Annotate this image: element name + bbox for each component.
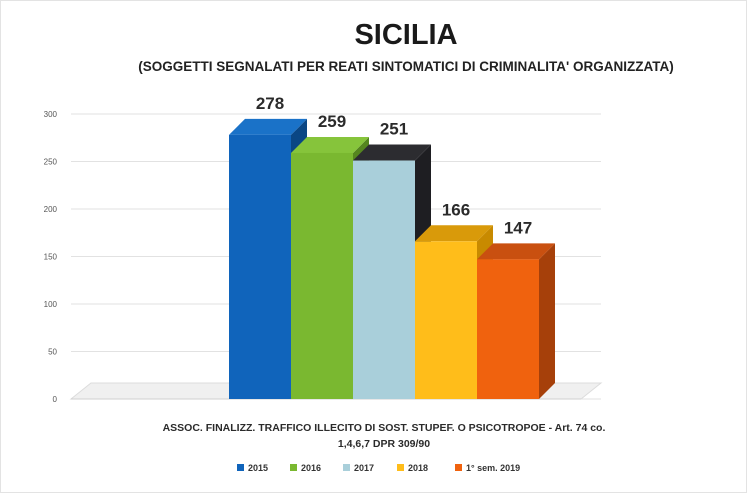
y-tick-label: 200 (44, 205, 58, 214)
category-label-line-1: ASSOC. FINALIZZ. TRAFFICO ILLECITO DI SO… (163, 422, 606, 434)
legend-label: 2017 (354, 463, 374, 473)
bar-front (291, 152, 353, 399)
chart-title: SICILIA (354, 19, 457, 51)
chart-subtitle: (SOGGETTI SEGNALATI PER REATI SINTOMATIC… (138, 59, 673, 74)
legend: 2015 2016 2017 2018 1° sem. 2019 (237, 463, 520, 473)
bar-top (353, 144, 431, 161)
bar-front (415, 241, 477, 399)
bar-side (539, 243, 555, 399)
bars (229, 118, 555, 400)
legend-item: 2015 (237, 463, 268, 473)
bar-top (415, 225, 493, 242)
data-label: 147 (504, 218, 532, 237)
bar-front (477, 259, 539, 399)
y-axis: 0 50 100 150 200 250 300 (44, 110, 58, 404)
y-tick-label: 300 (44, 110, 58, 119)
legend-swatch (397, 464, 404, 471)
bar-front (353, 160, 415, 399)
y-tick-label: 50 (48, 348, 57, 357)
legend-swatch (455, 464, 462, 471)
legend-label: 2016 (301, 463, 321, 473)
y-tick-label: 250 (44, 158, 58, 167)
legend-swatch (290, 464, 297, 471)
legend-swatch (343, 464, 350, 471)
legend-item: 2017 (343, 463, 374, 473)
y-tick-label: 100 (44, 300, 58, 309)
bar-front (229, 134, 291, 399)
bar-top (229, 118, 307, 135)
y-tick-label: 0 (53, 395, 58, 404)
legend-label: 1° sem. 2019 (466, 463, 520, 473)
data-label: 259 (318, 112, 346, 131)
legend-label: 2018 (408, 463, 428, 473)
data-label: 278 (256, 94, 284, 113)
data-label: 166 (442, 200, 470, 219)
bar-1-sem-2019 (477, 243, 555, 399)
legend-label: 2015 (248, 463, 268, 473)
category-label-line-2: 1,4,6,7 DPR 309/90 (338, 438, 430, 450)
legend-item: 2016 (290, 463, 321, 473)
bar-top (477, 243, 555, 260)
legend-item: 1° sem. 2019 (455, 463, 520, 473)
bar-top (291, 136, 369, 153)
y-tick-label: 150 (44, 253, 58, 262)
legend-item: 2018 (397, 463, 428, 473)
data-label: 251 (380, 120, 408, 139)
data-labels: 278 259 251 166 147 (256, 94, 532, 237)
legend-swatch (237, 464, 244, 471)
